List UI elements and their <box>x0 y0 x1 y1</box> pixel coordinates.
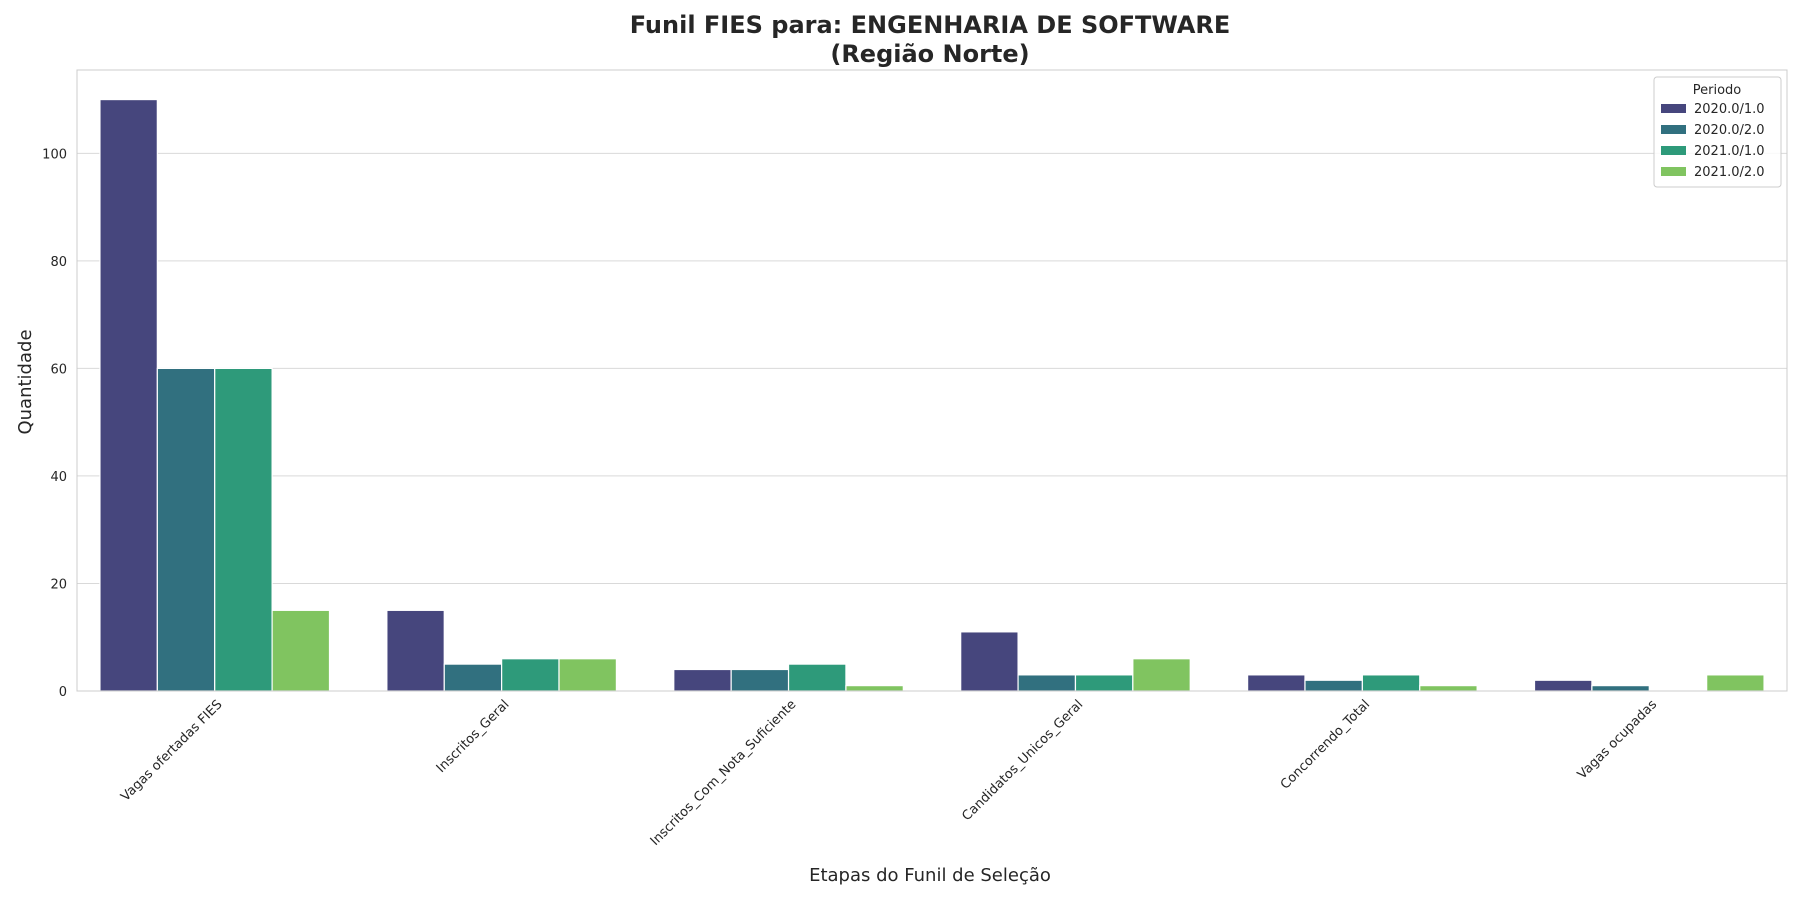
bars <box>99 98 1765 692</box>
bar-5-1 <box>1247 674 1306 692</box>
y-tick-label: 0 <box>59 685 67 700</box>
y-axis-title: Quantidade <box>15 329 36 434</box>
bar-4-1 <box>960 631 1019 692</box>
bar-5-4 <box>1419 685 1478 692</box>
legend-label: 2021.0/2.0 <box>1694 165 1765 180</box>
plot-frame <box>76 69 1788 692</box>
bar-4-2 <box>1017 674 1077 692</box>
bar-4-4 <box>1132 658 1191 692</box>
chart-subtitle: (Região Norte) <box>830 40 1029 68</box>
bar-3-3 <box>787 663 847 692</box>
legend: Periodo 2020.0/1.02020.0/2.02021.0/1.020… <box>1653 76 1782 188</box>
y-tick-label: 100 <box>42 147 67 162</box>
y-tick-label: 60 <box>50 362 67 377</box>
legend-label: 2021.0/1.0 <box>1694 144 1765 159</box>
bar-5-3 <box>1361 674 1421 692</box>
bar-2-3 <box>501 658 560 692</box>
legend-label: 2020.0/1.0 <box>1694 102 1765 117</box>
bar-1-2 <box>156 367 216 692</box>
bar-1-1 <box>99 98 158 692</box>
bar-6-2 <box>1591 685 1650 692</box>
bar-3-1 <box>673 668 732 692</box>
grid-lines <box>77 152 1787 692</box>
bar-6-1 <box>1533 679 1593 692</box>
legend-swatch <box>1661 104 1686 113</box>
y-tick-label: 20 <box>50 577 67 592</box>
x-axis-title: Etapas do Funil de Seleção <box>809 865 1051 886</box>
bar-5-2 <box>1304 679 1363 692</box>
x-tick-label: Concorrendo_Total <box>1278 697 1373 792</box>
y-tick-label: 40 <box>50 470 67 485</box>
x-tick-labels: Vagas ofertadas FIES Inscritos_Geral Inscr… <box>118 697 1660 849</box>
bar-1-4 <box>271 609 331 692</box>
chart-title: Funil FIES para: ENGENHARIA DE SOFTWARE <box>630 11 1231 39</box>
x-tick-label: Inscritos_Geral <box>434 697 513 776</box>
bar-3-2 <box>730 668 790 692</box>
bar-1-3 <box>214 367 273 692</box>
bar-2-1 <box>386 609 445 692</box>
legend-swatch <box>1661 167 1686 176</box>
x-tick-label: Inscritos_Com_Nota_Suficiente <box>648 697 800 849</box>
bar-2-2 <box>443 663 503 692</box>
bar-4-3 <box>1074 674 1134 692</box>
legend-items: 2020.0/1.0 2020.0/2.0 2021.0/1.0 2021.0/2.0 <box>1661 102 1765 180</box>
bar-2-4 <box>558 658 617 692</box>
legend-title: Periodo <box>1693 83 1742 98</box>
legend-label: 2020.0/2.0 <box>1694 123 1765 138</box>
x-tick-label: Candidatos_Unicos_Geral <box>959 697 1086 824</box>
y-tick-label: 80 <box>50 255 67 270</box>
legend-swatch <box>1661 146 1686 155</box>
bar-3-4 <box>845 685 904 692</box>
y-tick-labels: 0 20 40 60 80 100 <box>42 147 67 700</box>
legend-swatch <box>1661 125 1686 134</box>
x-tick-label: Vagas ocupadas <box>1575 697 1660 782</box>
x-tick-label: Vagas ofertadas FIES <box>118 697 225 804</box>
bar-6-4 <box>1706 674 1765 692</box>
